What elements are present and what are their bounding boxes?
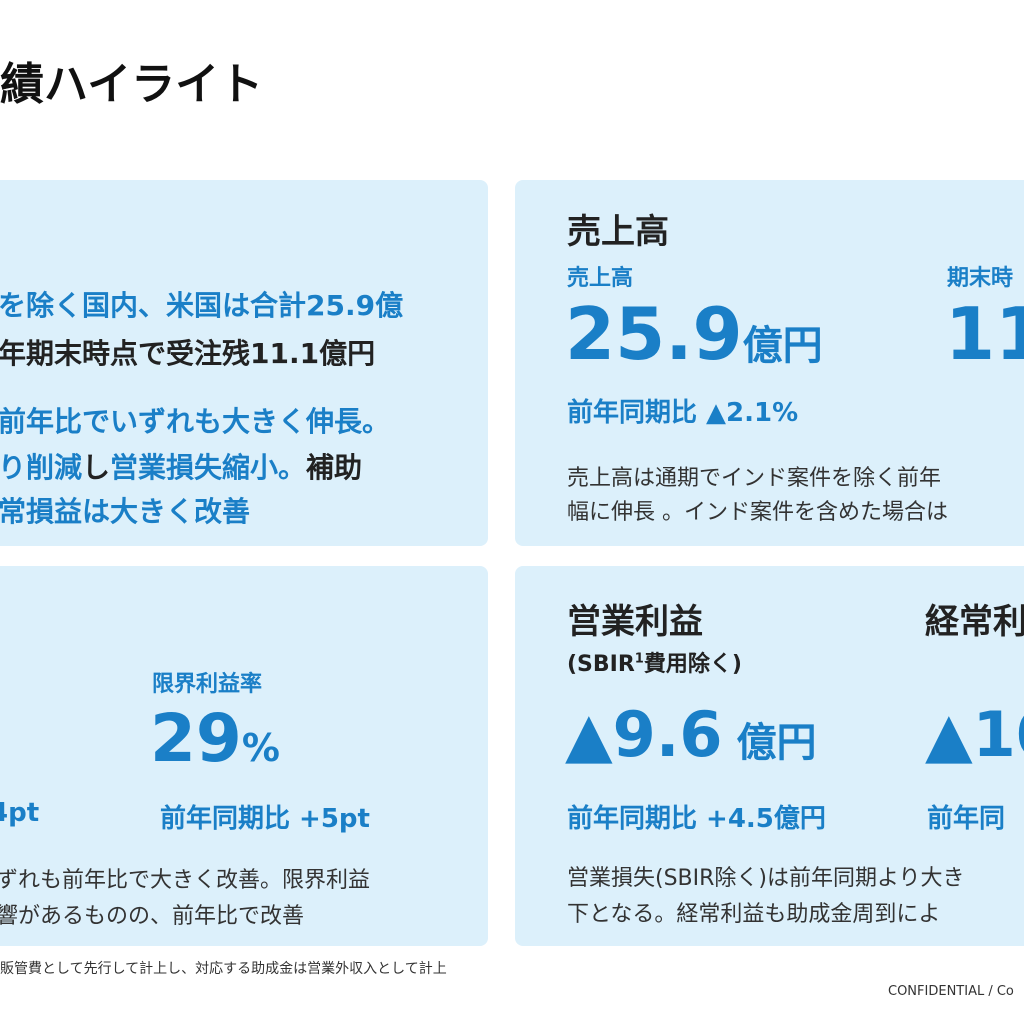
- footnote: 販管費として先行して計上し、対応する助成金は営業外収入として計上: [0, 961, 447, 977]
- op-desc-1: 営業損失(SBIR除く)は前年同期より大き: [567, 866, 965, 891]
- summary-line-3: 前年比でいずれも大きく伸長。: [0, 405, 391, 438]
- sales-value: 25.9: [565, 292, 743, 376]
- confidential-label: CONFIDENTIAL / Co: [888, 984, 1014, 999]
- op-sub-a: (SBIR: [567, 652, 635, 677]
- margin-value-group: 29%: [150, 700, 280, 777]
- sales-label: 売上高: [567, 266, 634, 291]
- summary-line-4a: り削減: [0, 451, 83, 484]
- margin-unit: %: [241, 726, 280, 770]
- op-heading-2: 経常利: [925, 602, 1024, 642]
- op-sub-b: 費用除く): [643, 652, 742, 677]
- sales-value-2: 11: [945, 292, 1024, 376]
- summary-line-2: 年期末時点で受注残11.1億円: [0, 337, 376, 370]
- summary-line-4: り削減し営業損失縮小。補助: [0, 446, 362, 486]
- op-sub-footnote-mark: 1: [634, 651, 644, 667]
- sales-heading: 売上高: [567, 212, 669, 252]
- sales-card: 売上高 売上高 25.9億円 前年同期比 ▲2.1% 期末時 11 売上高は通期…: [515, 180, 1024, 546]
- summary-card: を除く国内、米国は合計25.9億 年期末時点で受注残11.1億円 前年比でいずれ…: [0, 180, 488, 546]
- sales-desc-2: 幅に伸長 。インド案件を含めた場合は: [567, 500, 948, 525]
- op-sub: (SBIR1費用除く): [567, 646, 742, 678]
- margin-yoy: 前年同期比 +5pt: [160, 804, 370, 834]
- margin-desc-2: 響があるものの、前年比で改善: [0, 904, 305, 929]
- op-heading: 営業利益: [567, 602, 703, 642]
- page-title: 績ハイライト: [0, 59, 264, 110]
- summary-line-5: 常損益は大きく改善: [0, 495, 251, 528]
- sales-unit: 億円: [742, 323, 823, 369]
- op-unit: 億円: [736, 720, 817, 766]
- margin-value: 29: [150, 700, 242, 777]
- margin-label: 限界利益率: [152, 672, 263, 697]
- op-yoy-2: 前年同: [927, 804, 1006, 834]
- sales-yoy: 前年同期比 ▲2.1%: [567, 398, 799, 428]
- op-value-group: ▲9.6 億円: [565, 698, 817, 771]
- op-desc-2: 下となる。経常利益も助成金周到によ: [567, 902, 941, 927]
- op-value-2: ▲10: [925, 698, 1024, 771]
- sales-desc-1: 売上高は通期でインド案件を除く前年: [567, 466, 942, 491]
- margin-card: 4pt 限界利益率 29% 前年同期比 +5pt ずれも前年比で大きく改善。限界…: [0, 566, 488, 946]
- summary-line-4c: 営業損失縮小。: [110, 451, 307, 484]
- sales-value-group: 25.9億円: [565, 292, 823, 376]
- margin-left-yoy: 4pt: [0, 798, 40, 828]
- op-card: 営業利益 (SBIR1費用除く) ▲9.6 億円 前年同期比 +4.5億円 経常利…: [515, 566, 1024, 946]
- summary-line-4d: 補助: [306, 451, 363, 484]
- op-yoy: 前年同期比 +4.5億円: [567, 804, 826, 834]
- summary-line-4b: し: [82, 451, 111, 484]
- margin-desc-1: ずれも前年比で大きく改善。限界利益: [0, 868, 371, 893]
- summary-line-1: を除く国内、米国は合計25.9億: [0, 289, 404, 322]
- sales-label-2: 期末時: [947, 266, 1014, 291]
- op-value: ▲9.6: [565, 698, 723, 771]
